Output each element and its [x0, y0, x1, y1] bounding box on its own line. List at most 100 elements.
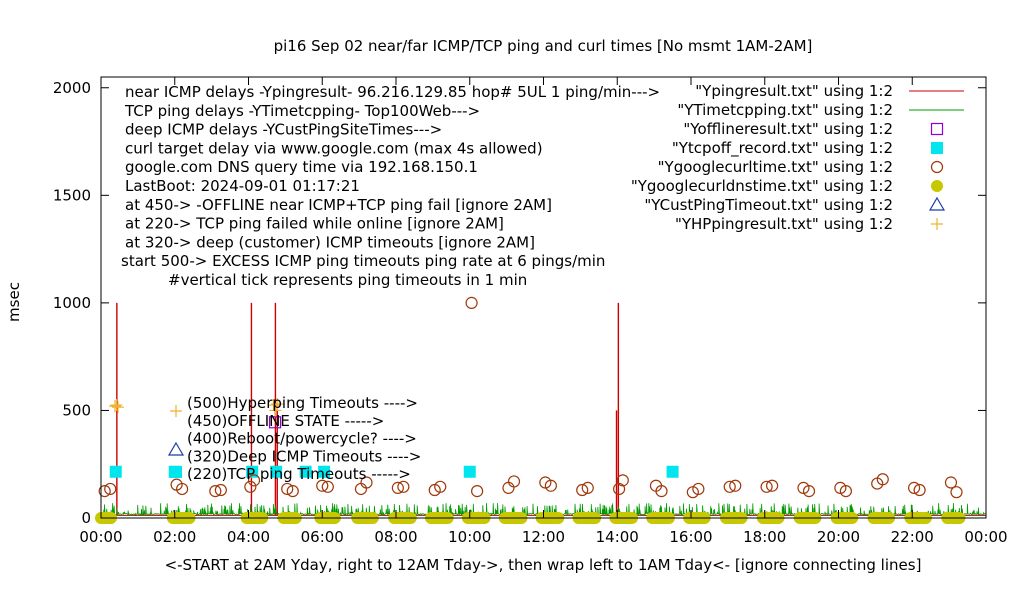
legend: "Ypingresult.txt" using 1:2"YTimetcpping… [631, 82, 964, 233]
x-tick-label: 18:00 [743, 528, 786, 546]
data-point [876, 473, 889, 486]
data-point [502, 481, 515, 494]
key-note-line: (400)Reboot/powercycle? ----> [187, 430, 417, 448]
data-point [913, 483, 926, 497]
data-point [576, 483, 589, 497]
legend-label: "Ygooglecurldnstime.txt" using 1:2 [631, 177, 893, 195]
data-point [98, 485, 111, 498]
note-line: deep ICMP delays -YCustPingSiteTimes---> [125, 121, 442, 139]
x-tick-label: 22:00 [891, 528, 934, 546]
data-point [247, 474, 261, 487]
data-point [907, 481, 921, 494]
data-point [655, 485, 668, 498]
data-point [729, 479, 742, 492]
data-point [692, 482, 705, 496]
legend-marker [931, 218, 943, 230]
y-tick-label: 500 [62, 401, 91, 419]
data-point [111, 401, 124, 414]
note-line: google.com DNS query time via 192.168.15… [125, 158, 478, 176]
series-7 [109, 397, 284, 417]
legend-label: "Ytcpoff_record.txt" using 1:2 [672, 139, 893, 158]
data-point [471, 485, 484, 498]
data-point [270, 465, 283, 478]
data-point [802, 485, 816, 498]
data-point [612, 482, 626, 496]
x-tick-label: 04:00 [227, 528, 270, 546]
data-point [316, 479, 329, 492]
x-tick-label: 16:00 [669, 528, 712, 546]
x-tick-label: 02:00 [153, 528, 196, 546]
y-tick-label: 1000 [53, 294, 91, 312]
data-point [354, 482, 368, 496]
y-axis-label: msec [5, 282, 23, 322]
series-4 [98, 296, 963, 499]
legend-marker [930, 160, 944, 174]
data-point [321, 480, 334, 493]
x-axis-label: <-START at 2AM Yday, right to 12AM Tday-… [165, 556, 922, 574]
note-line: at 220-> TCP ping failed while online [i… [125, 215, 504, 233]
data-point [299, 465, 312, 478]
chart-title: pi16 Sep 02 near/far ICMP/TCP ping and c… [274, 37, 813, 55]
series-2 [268, 416, 282, 429]
key-note-line: (320)Deep ICMP Timeouts ----> [187, 447, 421, 465]
data-point [944, 476, 958, 489]
note-line: #vertical tick represents ping timeouts … [168, 271, 527, 289]
data-point [286, 485, 299, 498]
data-point [109, 465, 122, 478]
data-point [950, 486, 963, 499]
note-line: LastBoot: 2024-09-01 01:17:21 [125, 177, 360, 195]
y-tick-label: 0 [81, 509, 91, 527]
data-point [839, 485, 852, 498]
legend-marker [931, 180, 943, 192]
axis-ticks: 0 500 1000 1500 2000 00:00 02:00 04:00 06:00 08:0… [53, 77, 1008, 546]
x-tick-label: 14:00 [596, 528, 639, 546]
x-tick-label: 20:00 [817, 528, 860, 546]
legend-label: "Yofflineresult.txt" using 1:2 [683, 120, 893, 138]
note-line: at 320-> deep (customer) ICMP timeouts [… [125, 233, 535, 251]
legend-label: "YCustPingTimeout.txt" using 1:2 [644, 196, 893, 214]
note-line: at 450-> -OFFLINE near ICMP+TCP ping fai… [125, 196, 552, 214]
data-point [760, 480, 773, 493]
legend-marker [931, 142, 943, 154]
data-point [360, 476, 373, 489]
legend-marker [930, 122, 944, 136]
note-line: start 500-> EXCESS ICMP ping timeouts pi… [121, 252, 605, 270]
data-point [209, 485, 222, 498]
data-point [434, 480, 447, 493]
data-point [507, 475, 521, 488]
data-point [397, 480, 410, 493]
legend-label: "Ygooglecurltime.txt" using 1:2 [658, 158, 893, 176]
note-line: TCP ping delays -YTimetcpping- Top100Web… [124, 102, 480, 120]
key-note-line: (220)TCP ping Timeouts -----> [187, 465, 411, 483]
data-point [766, 479, 779, 492]
note-line: near ICMP delays -Ypingresult- 96.216.12… [125, 83, 660, 101]
data-point [110, 399, 123, 412]
data-point [176, 482, 189, 496]
data-point [271, 397, 284, 410]
data-point [391, 481, 404, 494]
key-note-line: (500)Hyperping Timeouts ----> [187, 394, 418, 412]
data-point [465, 296, 478, 309]
data-point [544, 479, 557, 492]
legend-label: "YHPpingresult.txt" using 1:2 [675, 215, 893, 233]
plot-area [95, 296, 986, 524]
data-point [281, 482, 294, 496]
x-tick-label: 06:00 [301, 528, 344, 546]
x-tick-label: 08:00 [374, 528, 417, 546]
data-point [268, 416, 282, 429]
legend-marker [928, 196, 946, 211]
data-point [109, 400, 122, 413]
data-point [666, 465, 679, 478]
data-point [269, 404, 282, 417]
data-point [214, 483, 227, 497]
key-hyperping-icon [170, 405, 182, 417]
legend-label: "YTimetcpping.txt" using 1:2 [677, 101, 893, 119]
y-tick-label: 1500 [53, 186, 91, 204]
series-5 [95, 512, 966, 524]
data-point [104, 482, 117, 496]
data-point [581, 481, 594, 494]
data-point [616, 474, 629, 487]
data-point [463, 465, 476, 478]
data-point [244, 480, 257, 493]
annotations: near ICMP delays -Ypingresult- 96.216.12… [121, 83, 660, 483]
